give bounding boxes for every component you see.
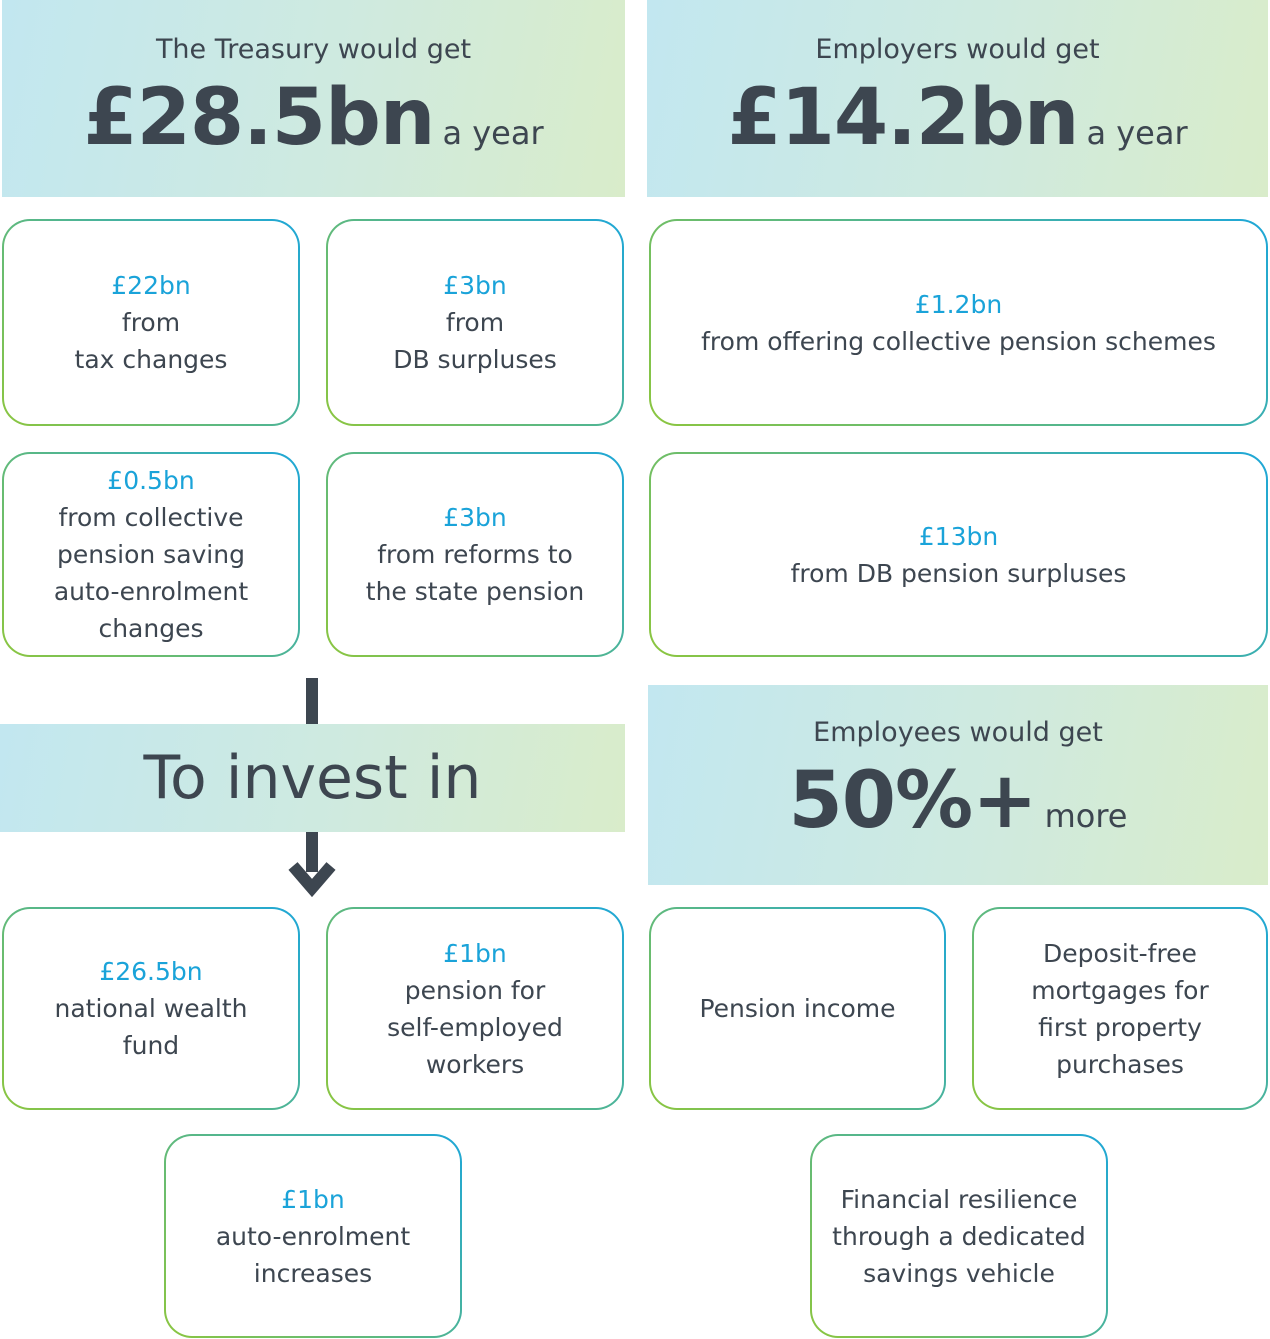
period: more — [1044, 797, 1128, 835]
item-box: Financial resilience through a dedicated… — [810, 1134, 1108, 1338]
item-label: Financial resilience through a dedicated… — [832, 1184, 1086, 1288]
item-amount: £22bn — [111, 271, 191, 300]
item-amount: £13bn — [918, 521, 999, 551]
item-label: auto-enrolment increases — [215, 1221, 411, 1288]
item-label: pension for self-employed workers — [387, 975, 563, 1079]
item-amount: £1bn — [443, 938, 507, 968]
amount: £14.2bn — [727, 73, 1079, 163]
item-box: Deposit-free mortgages for first propert… — [972, 907, 1268, 1110]
period: a year — [442, 114, 544, 152]
item-amount: £1bn — [281, 1184, 345, 1214]
item-amount: £3bn — [443, 271, 507, 300]
item-amount: £0.5bn — [107, 466, 195, 495]
item-label: national wealth fund — [54, 994, 248, 1060]
item-amount: £1.2bn — [914, 289, 1003, 319]
arrow-shaft — [306, 678, 318, 726]
period: a year — [1086, 114, 1188, 152]
arrow-head — [288, 862, 336, 898]
item-label: Pension income — [699, 994, 896, 1023]
item-box: £3bn from DB surpluses — [326, 219, 624, 426]
arrow-shaft — [306, 832, 318, 872]
item-amount: £26.5bn — [99, 957, 203, 986]
item-box: £26.5bn national wealth fund — [2, 907, 300, 1110]
item-label: Deposit-free mortgages for first propert… — [1031, 938, 1209, 1079]
item-box: £1.2bn from offering collective pension s… — [649, 219, 1268, 426]
employers-header: Employers would get £14.2bn a year — [647, 0, 1268, 197]
amount: 50%+ — [788, 756, 1038, 846]
item-box: £1bn auto-enrolment increases — [164, 1134, 462, 1338]
heading: To invest in — [143, 743, 482, 813]
invest-header: To invest in — [0, 724, 625, 832]
treasury-header: The Treasury would get £28.5bn a year — [2, 0, 625, 197]
item-box: £13bn from DB pension surpluses — [649, 452, 1268, 657]
item-amount: £3bn — [443, 503, 507, 532]
heading: The Treasury would get — [155, 34, 472, 65]
heading: Employers would get — [815, 34, 1100, 65]
item-box: £1bn pension for self-employed workers — [326, 907, 624, 1110]
item-label: from reforms to the state pension — [365, 540, 585, 606]
item-box: £3bn from reforms to the state pension — [326, 452, 624, 657]
amount: £28.5bn — [83, 73, 435, 163]
heading: Employees would get — [813, 717, 1103, 748]
item-box: £0.5bn from collective pension saving aut… — [2, 452, 300, 657]
item-label: from offering collective pension schemes — [701, 326, 1216, 356]
item-label: from collective pension saving auto-enro… — [53, 503, 249, 643]
item-box: £22bn from tax changes — [2, 219, 300, 426]
item-box: Pension income — [649, 907, 946, 1110]
item-label: from tax changes — [74, 308, 228, 374]
item-label: from DB pension surpluses — [790, 558, 1127, 588]
item-label: from DB surpluses — [393, 308, 557, 374]
employees-header: Employees would get 50%+ more — [648, 685, 1268, 885]
